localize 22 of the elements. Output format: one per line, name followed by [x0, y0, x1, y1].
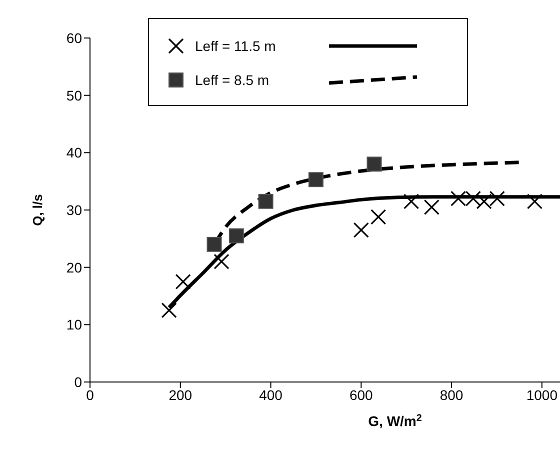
y-tick-label: 50 — [66, 87, 82, 104]
point — [308, 172, 324, 188]
legend-label: Leff = 8.5 m — [195, 72, 270, 88]
point — [228, 228, 244, 244]
y-tick-label: 40 — [66, 144, 82, 161]
y-tick-label: 30 — [66, 202, 82, 218]
x-tick-label: 200 — [168, 386, 192, 403]
y-tick-label: 10 — [66, 316, 82, 333]
y-tick-label: 20 — [66, 259, 82, 276]
y-axis-title: Q, l/s — [30, 194, 45, 226]
point — [258, 194, 274, 209]
point — [366, 156, 382, 172]
point — [206, 236, 222, 252]
legend-label: Leff = 11.5 m — [195, 38, 277, 54]
x-axis-title: G, W/m$^{2}$ — [368, 412, 422, 429]
x-tick-label: 400 — [259, 386, 283, 403]
y-tick-label: 60 — [66, 30, 82, 46]
x-tick-label: 600 — [349, 386, 374, 403]
x-tick-label: 800 — [440, 386, 464, 403]
x-tick-label: 1000 — [526, 386, 558, 403]
y-tick-label: 0 — [74, 374, 82, 390]
x-tick-label: 0 — [86, 386, 94, 403]
